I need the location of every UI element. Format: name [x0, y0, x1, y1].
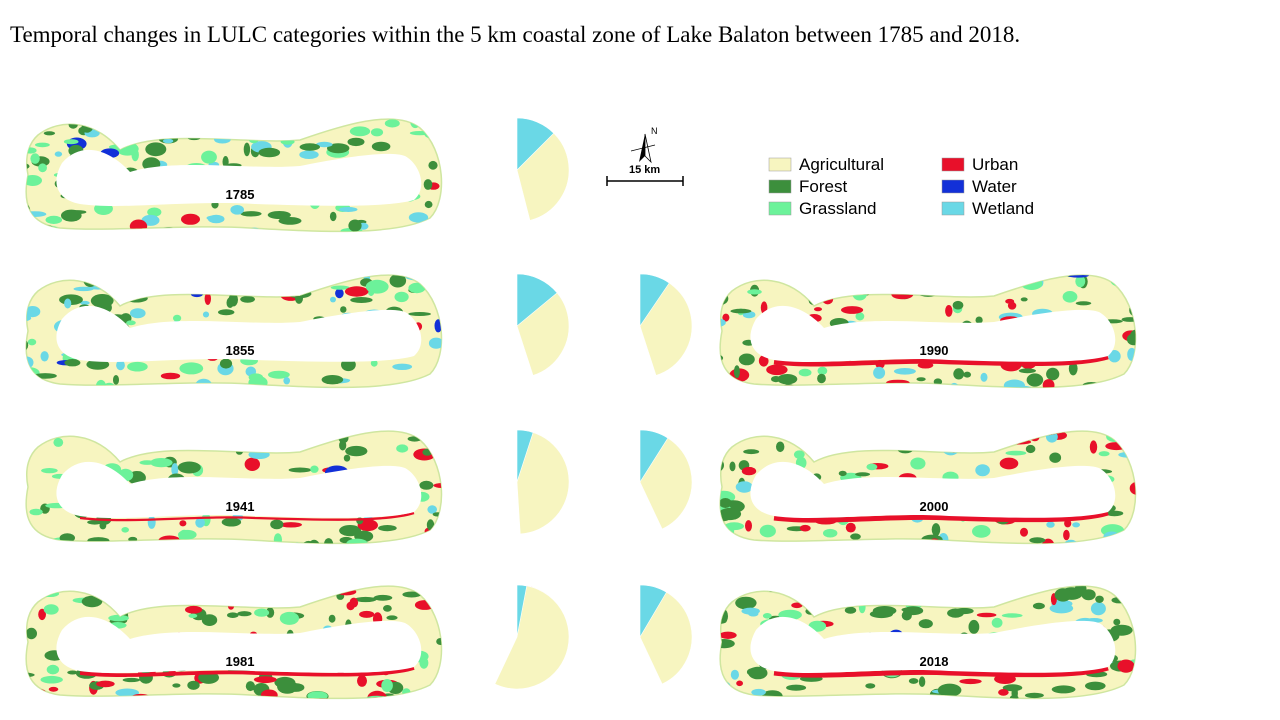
pie-slice-1855-wetland	[516, 273, 558, 327]
pie-slice-1981-wetland	[516, 584, 528, 638]
legend-swatch-forest	[768, 179, 792, 194]
legend-item-grassland: Grassland	[768, 199, 876, 218]
pie-slice-1981-agricultural	[494, 584, 570, 690]
legend: Agricultural Forest Grassland Urban Water Wet…	[768, 155, 1034, 218]
legend-item-urban: Urban	[941, 155, 1018, 174]
map-year-label-1981: 1981	[226, 654, 255, 669]
north-arrow: N	[630, 126, 658, 164]
map-1941: 1941	[25, 430, 443, 545]
map-1990: 1990	[719, 274, 1137, 389]
map-2018: 2018	[719, 585, 1137, 700]
pie-2000	[639, 429, 693, 530]
pie-1941	[516, 429, 570, 535]
legend-swatch-water	[941, 179, 965, 194]
pie-1785	[516, 117, 570, 221]
map-1981: 1981	[25, 585, 443, 700]
pie-1855	[516, 273, 570, 376]
pie-1990	[639, 273, 693, 376]
scale-bar: 15 km	[606, 164, 684, 186]
north-label: N	[651, 126, 658, 136]
pie-slice-1990-wetland	[639, 273, 670, 327]
legend-item-forest: Forest	[768, 177, 847, 196]
legend-label-grassland: Grassland	[799, 199, 876, 218]
map-year-label-2000: 2000	[920, 499, 949, 514]
map-2000: 2000	[719, 430, 1137, 545]
legend-label-water: Water	[972, 177, 1017, 196]
legend-label-forest: Forest	[799, 177, 847, 196]
pies-layer	[494, 117, 693, 690]
map-year-label-1941: 1941	[226, 499, 255, 514]
legend-item-agricultural: Agricultural	[768, 155, 884, 174]
pie-slice-1941-agricultural	[516, 429, 570, 535]
legend-item-water: Water	[941, 177, 1017, 196]
pie-slice-2000-wetland	[639, 429, 669, 484]
legend-swatch-wetland	[941, 201, 965, 216]
figure-title: Temporal changes in LULC categories with…	[10, 22, 1021, 47]
map-year-label-2018: 2018	[920, 654, 949, 669]
pie-1981	[494, 584, 570, 690]
pie-slice-1785-wetland	[516, 117, 555, 171]
legend-label-agricultural: Agricultural	[799, 155, 884, 174]
legend-item-wetland: Wetland	[941, 199, 1034, 218]
scale-label: 15 km	[629, 164, 660, 176]
map-1855: 1855	[25, 274, 443, 389]
pie-slice-1941-wetland	[516, 429, 534, 483]
map-year-label-1990: 1990	[920, 343, 949, 358]
map-year-label-1855: 1855	[226, 343, 255, 358]
map-1785: 1785	[25, 118, 443, 233]
pie-2018	[639, 584, 693, 685]
legend-swatch-agricultural	[768, 157, 792, 172]
legend-swatch-grassland	[768, 201, 792, 216]
legend-label-urban: Urban	[972, 155, 1018, 174]
legend-swatch-urban	[941, 157, 965, 172]
legend-label-wetland: Wetland	[972, 199, 1034, 218]
pie-slice-2018-wetland	[639, 584, 667, 639]
map-year-label-1785: 1785	[226, 187, 255, 202]
